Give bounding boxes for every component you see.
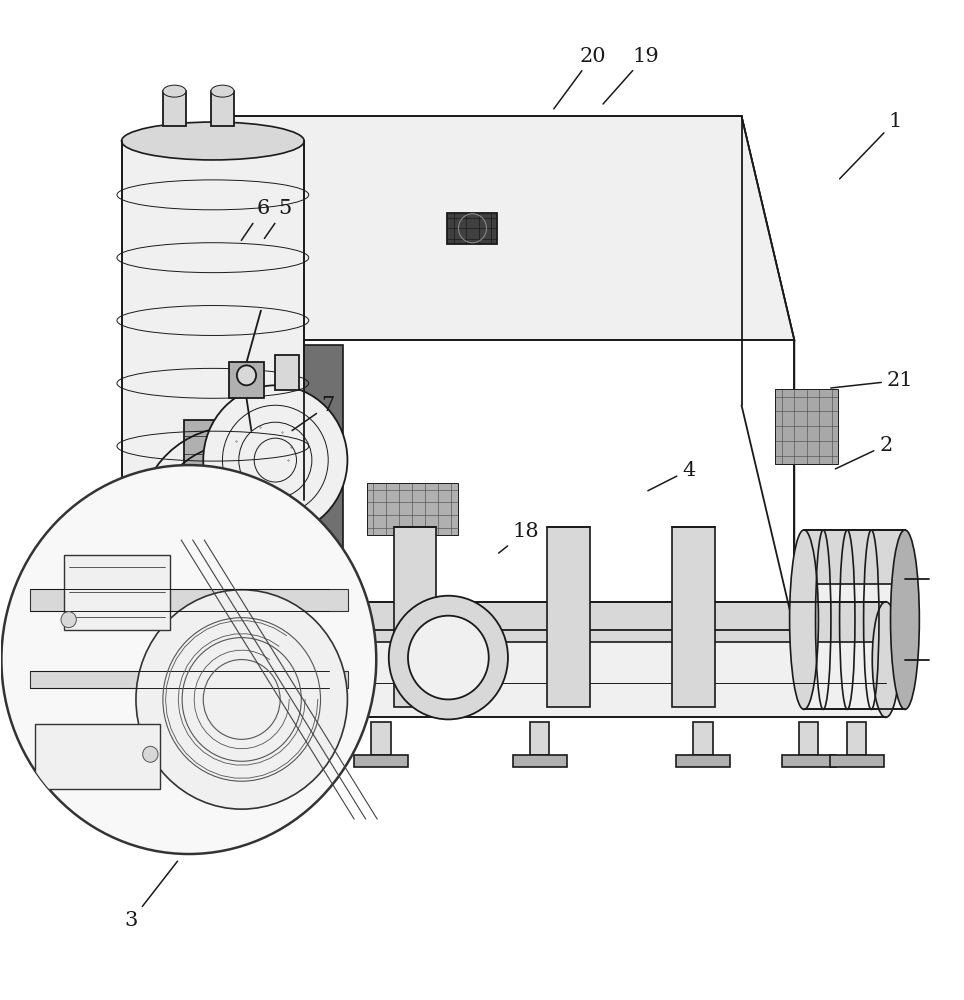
Bar [276,355,300,390]
Bar [366,483,458,535]
Polygon shape [285,340,794,630]
Polygon shape [804,530,905,584]
Polygon shape [287,345,342,625]
Ellipse shape [790,530,818,709]
Bar [229,362,264,398]
Ellipse shape [237,365,256,385]
Polygon shape [782,755,836,767]
Polygon shape [530,722,549,755]
Ellipse shape [163,85,186,97]
Ellipse shape [98,602,125,717]
Circle shape [1,465,376,854]
Bar [211,91,234,126]
Polygon shape [112,602,886,642]
Bar [184,420,261,495]
Polygon shape [354,755,408,767]
Circle shape [136,590,347,809]
Polygon shape [799,722,818,755]
Bar [775,389,838,464]
Ellipse shape [891,530,920,709]
Text: 5: 5 [264,199,291,238]
Bar [35,724,160,789]
Text: 18: 18 [498,522,539,553]
Polygon shape [847,722,867,755]
Polygon shape [693,722,712,755]
Polygon shape [804,530,905,709]
Polygon shape [371,722,390,755]
Bar [30,589,348,611]
Ellipse shape [121,122,305,160]
Circle shape [61,612,76,628]
Text: 20: 20 [553,47,605,109]
Text: 3: 3 [124,861,177,930]
Text: 1: 1 [840,112,902,179]
Ellipse shape [872,602,899,717]
Text: 2: 2 [836,436,893,469]
Ellipse shape [121,481,305,519]
Bar [163,91,186,126]
Text: 7: 7 [292,396,335,431]
Ellipse shape [211,85,234,97]
Text: 19: 19 [603,47,658,104]
Polygon shape [672,527,714,707]
Circle shape [143,746,158,762]
Polygon shape [232,116,794,340]
Polygon shape [741,116,794,630]
Circle shape [203,385,347,535]
Text: 4: 4 [648,461,695,491]
Polygon shape [112,602,886,717]
Circle shape [408,616,489,699]
Polygon shape [676,755,730,767]
Bar [30,671,348,688]
Circle shape [388,596,508,719]
Polygon shape [513,755,567,767]
Text: 6: 6 [241,199,270,240]
Text: 21: 21 [831,371,914,390]
Polygon shape [830,755,884,767]
Polygon shape [393,527,436,707]
Polygon shape [548,527,590,707]
Bar [447,213,497,244]
Bar [64,555,170,630]
Polygon shape [121,141,305,500]
